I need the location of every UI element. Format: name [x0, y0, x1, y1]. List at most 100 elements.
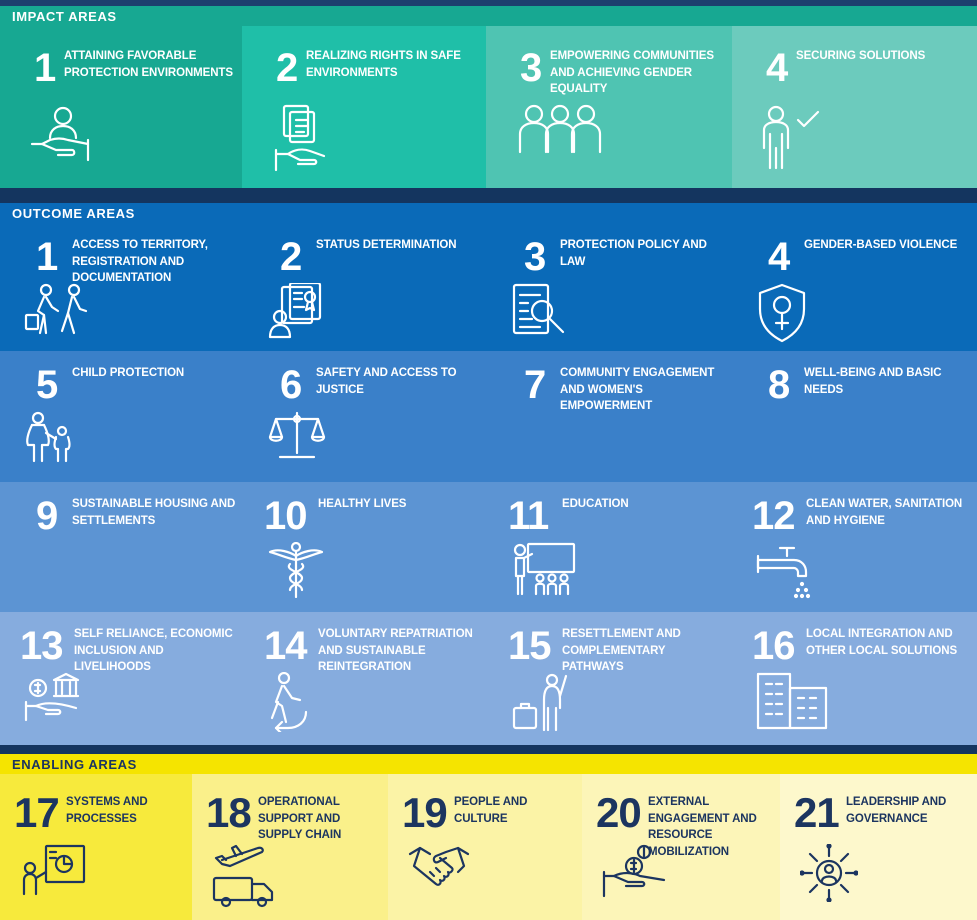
person-certificate-icon [268, 283, 326, 339]
outcome-row-3: 9 SUSTAINABLE HOUSING AND SETTLEMENTS 10 HE… [0, 482, 977, 612]
area-card-13: 13 SELF RELIANCE, ECONOMIC INCLUSION AND … [0, 612, 244, 745]
person-checkmark-icon [760, 104, 826, 170]
document-magnifier-icon [512, 283, 566, 339]
area-label: OPERATIONAL SUPPORT AND SUPPLY CHAIN [258, 796, 342, 842]
area-label: RESETTLEMENT AND COMPLEMENTARY PATHWAYS [562, 628, 681, 674]
area-label: WELL-BEING AND BASIC NEEDS [804, 367, 942, 396]
area-label: EDUCATION [562, 498, 629, 510]
enabling-areas-header: ENABLING AREAS [0, 754, 977, 774]
area-number: 4 [768, 235, 790, 279]
area-label: SYSTEMS AND PROCESSES [66, 796, 148, 825]
area-label: HEALTHY LIVES [318, 498, 407, 510]
buildings-icon [756, 672, 830, 730]
area-card-7: 7 COMMUNITY ENGAGEMENT AND WOMEN'S EMPOWE… [488, 351, 732, 482]
area-label: SECURING SOLUTIONS [796, 50, 926, 62]
area-number: 2 [280, 235, 302, 279]
area-number: 13 [20, 624, 63, 668]
leader-network-icon [800, 844, 858, 902]
area-card-3: 3 PROTECTION POLICY AND LAW [488, 223, 732, 351]
plane-truck-icon [212, 844, 276, 908]
group-of-people-icon [514, 104, 606, 156]
area-number: 7 [524, 363, 546, 407]
area-number: 5 [36, 363, 58, 407]
hand-holding-documents-icon [270, 104, 330, 172]
area-number: 1 [34, 46, 56, 90]
area-card-1: 1 ACCESS TO TERRITORY, REGISTRATION AND D… [0, 223, 244, 351]
outcome-row-1: 1 ACCESS TO TERRITORY, REGISTRATION AND D… [0, 223, 977, 351]
area-card-2: 2 STATUS DETERMINATION [244, 223, 488, 351]
outcome-areas-header: OUTCOME AREAS [0, 203, 977, 223]
scales-icon [268, 411, 326, 461]
area-number: 15 [508, 624, 551, 668]
area-card-6: 6 SAFETY AND ACCESS TO JUSTICE [244, 351, 488, 482]
area-label: STATUS DETERMINATION [316, 239, 457, 251]
area-number: 8 [768, 363, 790, 407]
community-icon [512, 411, 562, 457]
area-label: PEOPLE AND CULTURE [454, 796, 528, 825]
area-number: 18 [206, 789, 252, 836]
hand-coins-icon [602, 844, 668, 898]
area-label: ATTAINING FAVORABLE PROTECTION ENVIRONME… [64, 50, 233, 79]
enabling-areas-row: 17 SYSTEMS AND PROCESSES 18 OPERATIONAL SUP… [0, 774, 977, 920]
area-label: SAFETY AND ACCESS TO JUSTICE [316, 367, 457, 396]
area-number: 3 [524, 235, 546, 279]
area-card-4: 4 GENDER-BASED VIOLENCE [732, 223, 977, 351]
teacher-board-icon [512, 542, 578, 596]
area-label: VOLUNTARY REPATRIATION AND SUSTAINABLE R… [318, 628, 473, 674]
water-tap-icon [756, 542, 812, 600]
family-walking-icon [24, 283, 94, 335]
area-card-19: 19 PEOPLE AND CULTURE [388, 774, 582, 920]
area-card-21: 21 LEADERSHIP AND GOVERNANCE [780, 774, 977, 920]
outcome-row-4: 13 SELF RELIANCE, ECONOMIC INCLUSION AND … [0, 612, 977, 745]
area-label: LOCAL INTEGRATION AND OTHER LOCAL SOLUTI… [806, 628, 958, 657]
enabling-top-bar [0, 745, 977, 755]
impact-areas-header: IMPACT AREAS [0, 6, 977, 26]
area-number: 4 [766, 46, 788, 90]
area-number: 6 [280, 363, 302, 407]
area-card-12: 12 CLEAN WATER, SANITATION AND HYGIENE [732, 482, 977, 612]
area-number: 3 [520, 46, 542, 90]
area-label: GENDER-BASED VIOLENCE [804, 239, 958, 251]
adult-child-icon [24, 411, 76, 463]
area-number: 10 [264, 494, 307, 538]
area-number: 17 [14, 789, 60, 836]
shield-female-icon [756, 283, 808, 343]
area-number: 2 [276, 46, 298, 90]
caduceus-icon [268, 542, 324, 598]
person-chart-board-icon [20, 844, 88, 896]
area-card-4: 4 SECURING SOLUTIONS [732, 26, 977, 188]
impact-top-bar [0, 0, 977, 6]
area-number: 21 [794, 789, 840, 836]
area-label: CLEAN WATER, SANITATION AND HYGIENE [806, 498, 963, 527]
area-label: CHILD PROTECTION [72, 367, 185, 379]
impact-areas-row: 1 ATTAINING FAVORABLE PROTECTION ENVIRONM… [0, 26, 977, 188]
hand-money-bank-icon [24, 672, 80, 722]
area-card-14: 14 VOLUNTARY REPATRIATION AND SUSTAINABLE… [244, 612, 488, 745]
area-card-5: 5 CHILD PROTECTION [0, 351, 244, 482]
area-number: 12 [752, 494, 795, 538]
area-card-8: 8 WELL-BEING AND BASIC NEEDS [732, 351, 977, 482]
area-card-16: 16 LOCAL INTEGRATION AND OTHER LOCAL SOLU… [732, 612, 977, 745]
outcome-row-2: 5 CHILD PROTECTION 6 SAFETY AND ACCESS TO J… [0, 351, 977, 482]
area-label: LEADERSHIP AND GOVERNANCE [846, 796, 947, 825]
area-card-11: 11 EDUCATION [488, 482, 732, 612]
area-number: 9 [36, 494, 58, 538]
area-card-3: 3 EMPOWERING COMMUNITIES AND ACHIEVING GE… [486, 26, 732, 188]
area-card-1: 1 ATTAINING FAVORABLE PROTECTION ENVIRONM… [0, 26, 242, 188]
area-label: REALIZING RIGHTS IN SAFE ENVIRONMENTS [306, 50, 461, 79]
area-number: 20 [596, 789, 642, 836]
area-card-20: 20 EXTERNAL ENGAGEMENT AND RESOURCE MOBIL… [582, 774, 780, 920]
housing-icon [24, 542, 74, 588]
area-number: 14 [264, 624, 307, 668]
outcome-top-bar [0, 188, 977, 204]
area-number: 19 [402, 789, 448, 836]
person-returning-icon [268, 672, 310, 732]
area-label: SELF RELIANCE, ECONOMIC INCLUSION AND LI… [74, 628, 233, 674]
area-label: PROTECTION POLICY AND LAW [560, 239, 707, 268]
area-card-2: 2 REALIZING RIGHTS IN SAFE ENVIRONMENTS [242, 26, 486, 188]
area-label: ACCESS TO TERRITORY, REGISTRATION AND DO… [72, 239, 208, 285]
area-label: EMPOWERING COMMUNITIES AND ACHIEVING GEN… [550, 50, 714, 96]
handshake-icon [408, 844, 470, 886]
area-number: 1 [36, 235, 58, 279]
person-luggage-icon [512, 672, 574, 732]
